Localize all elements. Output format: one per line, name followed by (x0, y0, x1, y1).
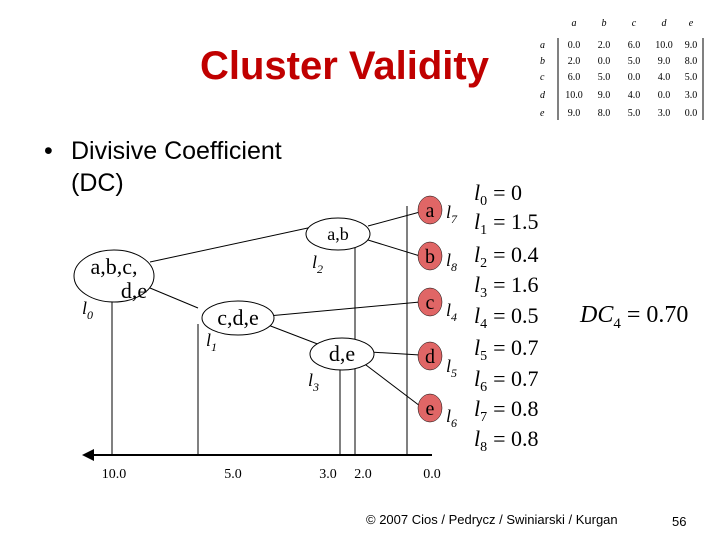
level-value: l5 = 0.7 (474, 335, 539, 364)
cluster-label-abcde-line2: d,e (121, 278, 147, 303)
matrix-col-header: e (689, 18, 694, 29)
matrix-cell: 5.0 (628, 56, 641, 67)
dc-result: DC4 = 0.70 (579, 302, 688, 332)
matrix-col-header: b (602, 18, 607, 29)
bullet-text-line2: (DC) (71, 169, 124, 197)
level-label-l3: l3 (308, 370, 319, 394)
matrix-cell: 10.0 (565, 90, 583, 101)
level-label-l0: l0 (82, 298, 93, 322)
matrix-cell: 2.0 (568, 56, 581, 67)
matrix-row-header: b (540, 56, 545, 67)
axis-tick-label: 2.0 (354, 467, 372, 482)
leaf-level-label: l4 (446, 300, 457, 324)
leaf-node-c (417, 287, 443, 317)
leaf-node-d (417, 341, 443, 371)
matrix-row-header: e (540, 108, 545, 119)
level-value: l4 = 0.5 (474, 303, 539, 332)
matrix-cell: 4.0 (658, 72, 671, 83)
axis-tick-label: 5.0 (224, 467, 242, 482)
matrix-cell: 9.0 (598, 90, 611, 101)
leaf-level-label: l6 (446, 406, 457, 430)
edge-cde-c (267, 301, 421, 317)
matrix-cell: 0.0 (658, 90, 671, 101)
distance-matrix: a b c d e a b c d e 0.0 2.0 6.0 10.0 9.0… (538, 18, 708, 133)
level-value: l2 = 0.4 (474, 242, 539, 271)
matrix-col-header: d (662, 18, 668, 29)
page-number: 56 (672, 514, 687, 529)
matrix-cell: 8.0 (598, 108, 611, 119)
matrix-cell: 8.0 (685, 56, 698, 67)
matrix-cell: 5.0 (685, 72, 698, 83)
matrix-row-header: d (540, 90, 546, 101)
leaf-label-d: d (425, 346, 435, 368)
leaf-label-e: e (426, 398, 435, 420)
matrix-cell: 5.0 (598, 72, 611, 83)
leaf-level-label: l8 (446, 250, 457, 274)
cluster-node-ab (305, 217, 371, 251)
matrix-cell: 9.0 (685, 40, 698, 51)
matrix-cell: 0.0 (628, 72, 641, 83)
level-value: l7 = 0.8 (474, 396, 539, 425)
matrix-cell: 6.0 (568, 72, 581, 83)
matrix-cell: 9.0 (568, 108, 581, 119)
matrix-cell: 3.0 (685, 90, 698, 101)
level-label-l1: l1 (206, 330, 217, 354)
edge-abcde-ab (149, 225, 318, 263)
edge-ab-a (367, 211, 421, 227)
matrix-col-header: c (632, 18, 637, 29)
matrix-row-header: c (540, 72, 545, 83)
level-value: l3 = 1.6 (474, 272, 539, 301)
cluster-label-de: d,e (329, 341, 355, 366)
axis-tick-label: 10.0 (102, 467, 127, 482)
edge-abcde-cde (149, 287, 199, 309)
level-value: l1 = 1.5 (474, 209, 539, 238)
leaf-label-a: a (426, 200, 435, 222)
cluster-node-abcde (73, 249, 155, 303)
distance-matrix-svg: a b c d e a b c d e 0.0 2.0 6.0 10.0 9.0… (540, 18, 704, 120)
slide-title: Cluster Validity (200, 44, 489, 88)
matrix-cell: 0.0 (598, 56, 611, 67)
axis-tick-label: 3.0 (319, 467, 337, 482)
cluster-node-cde (201, 300, 275, 336)
level-value: l8 = 0.8 (474, 426, 539, 455)
leaf-label-c: c (426, 292, 435, 314)
leaf-level-label: l5 (446, 356, 457, 380)
matrix-cell: 9.0 (658, 56, 671, 67)
bullet-text-line1: Divisive Coefficient (71, 137, 282, 165)
matrix-cell: 2.0 (598, 40, 611, 51)
matrix-cell: 4.0 (628, 90, 641, 101)
leaf-level-label: l7 (446, 202, 458, 226)
bullet-marker: • (44, 137, 53, 165)
level-values-list: l0 = 0 l1 = 1.5 l2 = 0.4 l3 = 1.6 l4 = 0.5 l5… (474, 180, 539, 455)
axis-arrowhead (82, 449, 94, 461)
matrix-row-header: a (540, 40, 545, 51)
matrix-cell: 3.0 (658, 108, 671, 119)
matrix-cell: 5.0 (628, 108, 641, 119)
leaf-label-b: b (425, 246, 435, 268)
leaf-node-b (417, 241, 443, 271)
cluster-node-de (309, 337, 375, 371)
matrix-cell: 0.0 (568, 40, 581, 51)
leaf-node-a (417, 195, 443, 225)
edge-de-d (369, 351, 421, 356)
matrix-cell: 0.0 (685, 108, 698, 119)
cluster-label-cde: c,d,e (217, 305, 259, 330)
edge-de-e (361, 361, 421, 407)
cluster-label-ab: a,b (327, 224, 349, 244)
axis-tick-label: 0.0 (423, 467, 441, 482)
footer-copyright: © 2007 Cios / Pedrycz / Swiniarski / Kur… (366, 512, 618, 527)
level-value: l0 = 0 (474, 180, 522, 209)
matrix-cell: 10.0 (655, 40, 673, 51)
leaf-node-e (417, 393, 443, 423)
cluster-label-abcde-line1: a,b,c, (90, 254, 137, 279)
level-value: l6 = 0.7 (474, 366, 539, 395)
matrix-col-header: a (572, 18, 577, 29)
edge-ab-b (367, 239, 421, 257)
level-label-l2: l2 (312, 252, 323, 276)
matrix-cell: 6.0 (628, 40, 641, 51)
